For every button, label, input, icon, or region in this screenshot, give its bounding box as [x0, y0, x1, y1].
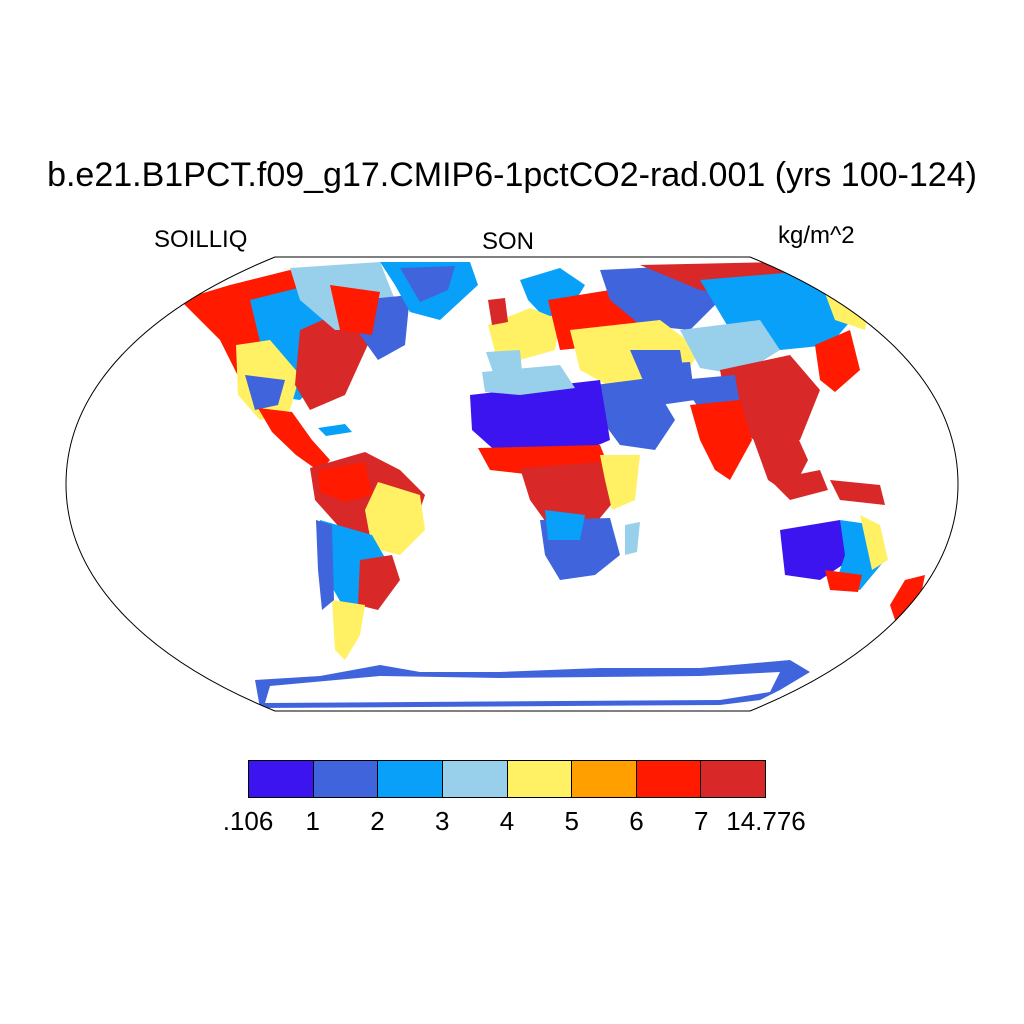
region-korea-japan [815, 330, 860, 392]
region-uk [488, 298, 508, 325]
colorbar-box [507, 761, 573, 797]
season-label: SON [482, 228, 535, 255]
plot-title: b.e21.B1PCT.f09_g17.CMIP6-1pctCO2-rad.00… [47, 156, 977, 194]
region-caribbean [318, 424, 352, 436]
region-east-africa [600, 455, 640, 510]
colorbar-box [313, 761, 379, 797]
colorbar-box [249, 761, 314, 797]
map-boundary [65, 256, 959, 712]
region-sahara [470, 380, 610, 455]
colorbar-tick-label: .106 [222, 806, 274, 836]
colorbar-tick-label: 6 [629, 806, 644, 836]
region-maghreb [482, 365, 575, 395]
colorbar-box [442, 761, 508, 797]
colorbar [248, 760, 766, 798]
region-india [690, 400, 752, 480]
colorbar-tick-label: 14.776 [726, 806, 806, 836]
region-arabia [595, 378, 675, 450]
region-greenland-core [400, 266, 455, 302]
colorbar-box [378, 761, 443, 797]
colorbar-tick-label: 2 [370, 806, 385, 836]
region-patagonia [332, 600, 365, 660]
region-amazon [318, 462, 372, 502]
region-central-africa [520, 462, 615, 530]
colorbar-box [701, 761, 765, 797]
region-australia-south [825, 570, 862, 592]
region-australia-coast-ne [860, 515, 888, 570]
region-north-america-east [295, 310, 370, 410]
variable-label: SOILLIQ [154, 226, 248, 253]
units-label: kg/m^2 [778, 222, 855, 249]
colorbar-box [636, 761, 702, 797]
region-indonesia-east [830, 480, 885, 505]
colorbar-tick-label: 4 [499, 806, 515, 836]
colorbar-tick-label: 7 [694, 806, 709, 836]
region-canadian-shield [330, 285, 380, 335]
colorbar-tick-label: 1 [305, 806, 320, 836]
region-mongolia [680, 320, 780, 375]
region-madagascar [625, 522, 640, 555]
region-angola [545, 510, 585, 540]
region-iran [640, 362, 695, 405]
colorbar-box [572, 761, 637, 797]
region-australia-west [780, 520, 850, 580]
region-antarctica-interior [265, 672, 780, 703]
region-mexico [258, 408, 330, 472]
colorbar-tick-label: 5 [564, 806, 579, 836]
region-tibet [680, 375, 740, 410]
region-southwest-us [245, 375, 285, 410]
colorbar-tick-label: 3 [435, 806, 450, 836]
region-andes [316, 520, 334, 610]
region-south-america-southeast [358, 555, 400, 610]
region-new-zealand [890, 575, 925, 620]
region-brazil-east [365, 482, 425, 555]
region-indonesia-west [770, 470, 828, 500]
